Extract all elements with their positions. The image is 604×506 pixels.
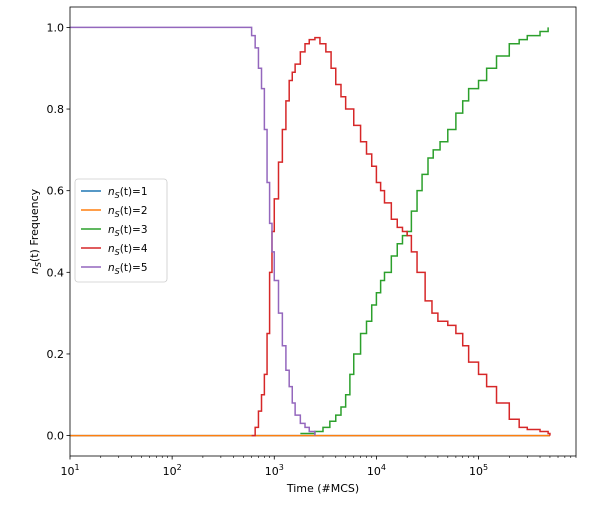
y-tick-label-1: 0.0 bbox=[47, 430, 65, 443]
x-tick-label-4: 104 bbox=[367, 463, 386, 478]
legend: nS(t)=1 nS(t)=2 nS(t)=3 nS(t)=4 nS(t)=5 bbox=[74, 178, 168, 283]
legend-box bbox=[74, 178, 168, 283]
series-line-4 bbox=[251, 36, 551, 437]
legend-label-2: nS(t)=2 bbox=[108, 205, 148, 219]
legend-label-1: nS(t)=1 bbox=[108, 186, 148, 200]
y-tick-label-3: 0.4 bbox=[47, 266, 65, 279]
x-tick-label-3: 103 bbox=[265, 463, 284, 478]
y-tick-label-2: 0.2 bbox=[47, 348, 65, 361]
plot-area bbox=[70, 26, 551, 437]
x-axis-label: Time (#MCS) bbox=[286, 482, 359, 495]
series-group bbox=[70, 26, 551, 437]
legend-label-4: nS(t)=4 bbox=[108, 243, 148, 257]
x-tick-label-5: 105 bbox=[469, 463, 488, 478]
legend-label-5: nS(t)=5 bbox=[108, 262, 148, 276]
series-line-5 bbox=[70, 26, 316, 436]
y-tick-label-5: 0.8 bbox=[47, 103, 65, 116]
axes: 101 102 103 104 105 0.0 0.2 0.4 0.6 0.8 1.0 Time (#… bbox=[28, 6, 577, 495]
y-tick-label-4: 0.6 bbox=[47, 185, 65, 198]
y-tick-label-6: 1.0 bbox=[47, 21, 65, 34]
y-axis-label: nS(t) Frequency bbox=[28, 188, 43, 274]
x-tick-label-1: 101 bbox=[60, 463, 79, 478]
legend-label-3: nS(t)=3 bbox=[108, 224, 148, 238]
x-tick-label-2: 102 bbox=[163, 463, 182, 478]
